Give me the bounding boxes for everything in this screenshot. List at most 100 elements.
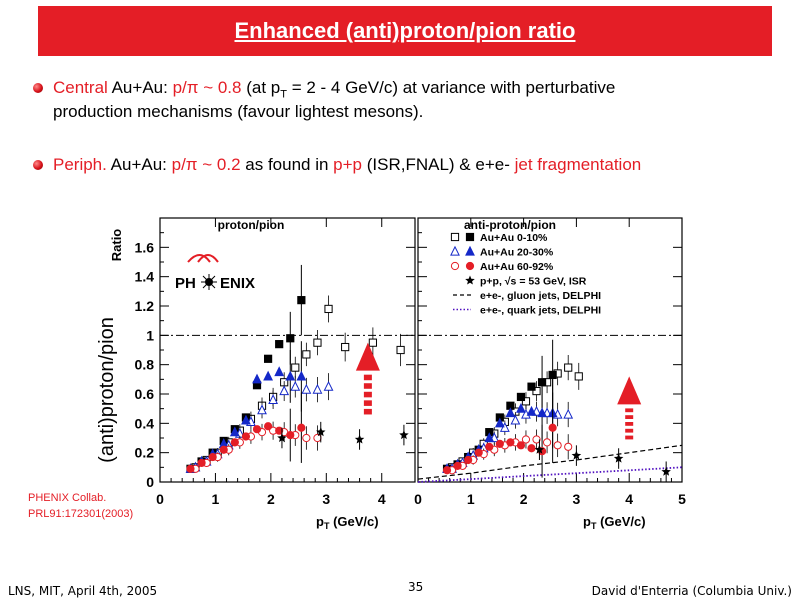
ratio-central: p/π ~ 0.8 xyxy=(172,78,242,97)
legend-label: Au+Au 0-10% xyxy=(480,232,548,244)
legend-label: p+p, √s = 53 GeV, ISR xyxy=(480,276,587,288)
data-point-filled-triangle-right xyxy=(494,417,505,428)
data-point-filled-circle-left xyxy=(252,425,262,434)
phenix-logo-right: ENIX xyxy=(220,275,255,292)
data-point-open-square-left xyxy=(313,338,322,347)
data-point-star-left xyxy=(316,427,326,437)
x-axis-label-right: pT (GeV/c) xyxy=(583,514,646,531)
y-axis-word: Ratio xyxy=(109,229,124,262)
periph-label: Periph. xyxy=(53,155,107,174)
bullet-2-text-a: Au+Au: xyxy=(106,155,172,174)
data-point-open-square-right xyxy=(532,386,541,396)
arrow-segment xyxy=(625,422,634,426)
arrow-segment xyxy=(625,415,634,419)
bullet-2-icon xyxy=(33,160,43,170)
pp-label: p+p xyxy=(333,155,363,174)
y-tick-label: 0.4 xyxy=(135,415,155,431)
data-point-filled-circle-left xyxy=(297,423,306,432)
footer-author: David d'Enterria (Columbia Univ.) xyxy=(591,584,792,598)
data-point-filled-circle-right xyxy=(474,448,483,457)
y-tick-label: 0 xyxy=(146,474,154,490)
arrow-segment xyxy=(363,408,372,415)
data-point-open-circle-right xyxy=(532,435,541,444)
y-tick-label: 0.2 xyxy=(135,445,155,461)
legend-label: e+e-, gluon jets, DELPHI xyxy=(480,290,601,302)
data-point-filled-triangle-left xyxy=(296,370,307,381)
data-point-filled-square-right xyxy=(537,378,547,387)
data-point-open-square-left xyxy=(396,345,405,355)
right-panel-title: anti-proton/pion xyxy=(464,218,556,232)
data-point-filled-square-left xyxy=(286,334,295,343)
x-tick-label-right: 5 xyxy=(678,491,686,507)
data-point-filled-circle-right xyxy=(485,442,494,451)
data-point-open-circle-right xyxy=(542,438,552,447)
data-point-filled-triangle-right xyxy=(484,432,495,443)
data-point-filled-circle-left xyxy=(219,445,228,454)
y-axis-label: (anti)proton/pion xyxy=(96,317,118,463)
x-tick-label-left: 0 xyxy=(156,491,164,507)
bullet-2-text-c: (ISR,FNAL) & e+e- xyxy=(362,155,515,174)
data-point-star-right xyxy=(534,444,545,454)
data-point-filled-square-left xyxy=(275,340,284,349)
ratio-periph: p/π ~ 0.2 xyxy=(171,155,241,174)
data-point-open-square-left xyxy=(291,363,300,372)
y-tick-label: 0.8 xyxy=(135,357,155,373)
data-point-filled-circle-left xyxy=(186,464,195,473)
data-point-star-right xyxy=(613,453,624,463)
data-point-filled-triangle-right xyxy=(526,405,537,416)
data-point-star-left xyxy=(399,430,409,440)
data-point-filled-circle-left xyxy=(286,430,295,440)
data-point-open-square-left xyxy=(368,338,377,347)
x-tick-label-left: 1 xyxy=(212,491,220,507)
bullet-1-icon xyxy=(33,83,43,93)
legend-marker-open-square xyxy=(450,232,460,242)
pt-subscript: T xyxy=(280,88,287,101)
arrow-segment xyxy=(363,400,372,406)
data-point-filled-circle-right xyxy=(453,461,462,470)
data-point-filled-square-right xyxy=(527,382,536,391)
bullet-1-text-c: = 2 - 4 GeV/c) at variance with perturba… xyxy=(286,78,616,97)
data-point-open-triangle-left xyxy=(279,385,290,396)
legend-marker-filled-square xyxy=(465,232,475,242)
arrow-head xyxy=(617,376,642,405)
data-point-open-triangle-left xyxy=(268,394,279,404)
data-point-filled-circle-right xyxy=(548,423,557,432)
panel-frame-left xyxy=(159,217,416,483)
legend-label: e+e-, quark jets, DELPHI xyxy=(480,305,601,317)
page-number: 35 xyxy=(408,580,424,594)
data-point-open-square-left xyxy=(302,350,311,359)
x-tick-label-left: 4 xyxy=(378,491,386,507)
data-point-open-triangle-left xyxy=(257,404,267,415)
y-tick-label: 1.6 xyxy=(135,239,155,255)
arrow-segment xyxy=(625,428,634,433)
data-point-filled-triangle-left xyxy=(229,426,240,437)
x-tick-label-right: 0 xyxy=(414,491,422,507)
data-point-star-right xyxy=(571,450,582,460)
x-tick-label-left: 3 xyxy=(322,491,330,507)
data-point-filled-circle-left xyxy=(275,426,284,435)
data-point-open-square-right xyxy=(574,372,583,381)
data-point-filled-circle-left xyxy=(263,422,273,431)
arrow-segment xyxy=(363,391,372,398)
arrow-segment xyxy=(625,435,634,440)
y-tick-label: 1.2 xyxy=(135,298,155,314)
footer-venue: LNS, MIT, April 4th, 2005 xyxy=(8,584,158,598)
data-point-filled-circle-left xyxy=(241,432,251,441)
data-point-open-triangle-right xyxy=(563,408,574,419)
legend-marker-star xyxy=(465,275,475,285)
data-point-filled-triangle-right xyxy=(537,407,547,418)
data-point-filled-square-left xyxy=(263,354,273,363)
data-point-filled-circle-left xyxy=(197,458,206,468)
data-point-open-square-left xyxy=(341,342,350,352)
data-point-filled-circle-right xyxy=(506,438,515,447)
x-axis-label-left: pT (GeV/c) xyxy=(316,514,379,531)
data-point-filled-square-left xyxy=(297,296,306,305)
arrow-segment xyxy=(363,383,372,389)
legend-marker-open-circle xyxy=(450,261,460,271)
bullet-1-line-1: Central Au+Au: p/π ~ 0.8 (at pT = 2 - 4 … xyxy=(53,76,615,106)
arrow-segment xyxy=(363,374,372,381)
data-point-open-square-right xyxy=(521,397,531,406)
data-point-open-circle-right xyxy=(521,435,531,444)
citation-line-2: PRL91:172301(2003) xyxy=(28,508,134,520)
